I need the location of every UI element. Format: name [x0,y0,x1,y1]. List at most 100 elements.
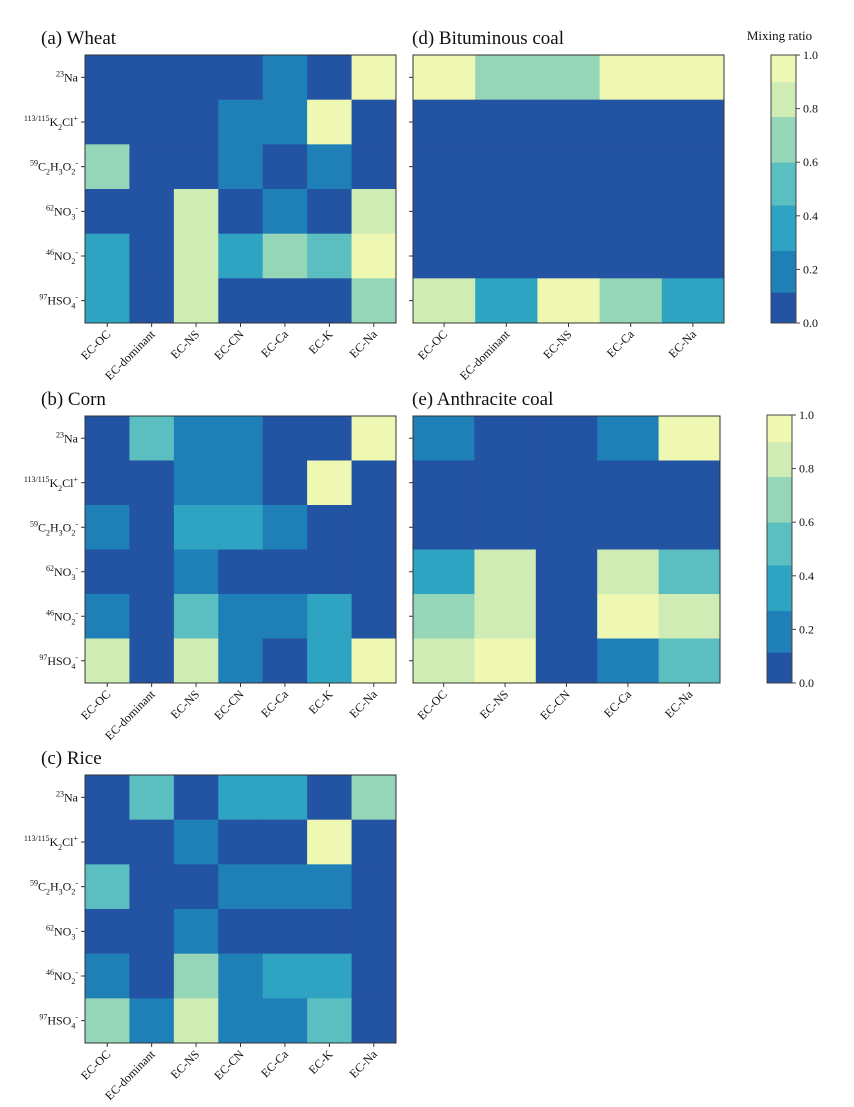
heatmap-cell [262,594,308,639]
y-tick-label: 59C2​H3​O2​-​ [30,519,78,537]
colorbar-tick-label: 0.2 [799,622,814,636]
heatmap-cell [173,909,219,955]
colorbar-frame [766,414,793,684]
x-tick-label: EC-Ca [604,327,637,360]
heatmap-panel-a: (a) Wheat 23Na 113/115K2​Cl+​ 59C2​H3​O2​-​… [24,28,397,383]
heatmap-cell [307,638,352,684]
heatmap-cell [262,549,308,595]
colorbar-bin [771,205,796,252]
heatmap-cell [597,416,659,461]
colorbar-bin [771,292,796,324]
heatmap-cell [173,55,219,101]
heatmap-cell [218,909,264,955]
x-tick-label: EC-CN [211,1047,247,1083]
x-tick-label: EC-Ca [258,327,291,360]
y-tick-label: 46NO2​-​ [46,248,78,266]
heatmap-cell [129,189,175,235]
colorbar-tick-label: 0.4 [799,569,814,583]
heatmap-cell [85,775,130,821]
colorbar-tick-label: 0.2 [803,262,818,276]
heatmap-cell [173,278,219,324]
heatmap-cell [262,998,308,1044]
heatmap-cell [218,55,264,101]
heatmap-cell [599,189,663,235]
heatmap-cell [413,233,476,279]
heatmap-cell [475,99,538,145]
x-tick-label: EC-NS [540,327,574,361]
heatmap-cell [351,819,397,865]
y-tick-label: 62NO3​-​ [46,923,78,941]
heatmap-cell [129,460,175,506]
heatmap-cell [597,460,659,506]
x-tick-label: EC-Ca [258,1047,291,1080]
heatmap-cell [307,416,352,461]
heatmap-cell [351,998,397,1044]
heatmap-cell [85,189,130,235]
heatmap-cell [262,233,308,279]
heatmap-cell [474,549,537,595]
heatmap-panel-e: (e) Anthracite coal EC-OC EC-NS EC-CN EC-Ca E… [409,389,721,723]
colorbar-tick-label: 1.0 [799,408,814,422]
colorbar-1: Mixing ratio 0.0 0.2 0.4 0.6 0.8 1.0 [747,28,818,330]
x-tick-label: EC-OC [78,327,113,362]
x-tick-label: EC-NS [477,687,511,721]
heatmap-cell [307,189,352,235]
heatmap-cell [474,505,537,550]
heatmap-cell [218,549,264,595]
heatmap-cell [218,775,264,821]
panel-title: (d) Bituminous coal [412,28,564,49]
heatmap-cell [474,638,537,684]
heatmap-cell [597,505,659,550]
heatmap-cell [129,638,175,684]
heatmap-cell [475,278,538,324]
heatmap-cell [218,233,264,279]
heatmap-cell [351,953,397,999]
y-tick-label: 97HSO4​-​ [39,1013,78,1031]
colorbar-bin [767,610,792,653]
heatmap-cell [474,460,537,506]
heatmap-cell [129,819,175,865]
heatmap-cell [129,55,175,101]
heatmap-cell [351,594,397,639]
heatmap-cell [535,594,598,639]
heatmap-cell [262,416,308,461]
heatmap-cell [129,233,175,279]
heatmap-cell [173,505,219,550]
heatmap-cell [85,819,130,865]
heatmap-cell [262,775,308,821]
heatmap-cell [475,189,538,235]
heatmap-cell [351,189,397,235]
heatmap-cell [474,416,537,461]
heatmap-cell [597,594,659,639]
heatmap-cell [535,416,598,461]
colorbar-tick-label: 0.8 [803,102,818,116]
y-tick-label: 59C2​H3​O2​-​ [30,879,78,897]
heatmap-cell [307,278,352,324]
heatmap-cell [474,594,537,639]
heatmap-cell [129,278,175,324]
heatmap-cell [218,144,264,190]
heatmap-cell [413,594,475,639]
heatmap-cell [85,55,130,101]
heatmap-cell [307,953,352,999]
heatmap-cell [307,460,352,506]
heatmap-cell [661,189,725,235]
y-tick-label: 113/115K2​Cl+​ [24,114,79,132]
heatmap-cell [351,638,397,684]
y-tick-label: 59C2​H3​O2​-​ [30,159,78,177]
heatmap-cell [173,819,219,865]
heatmap-cell [307,549,352,595]
heatmap-cell [307,144,352,190]
colorbar-tick-label: 0.0 [799,676,814,690]
x-tick-label: EC-NS [168,327,202,361]
x-tick-label: EC-OC [78,1047,113,1082]
heatmap-cell [537,189,600,235]
heatmap-cell [173,99,219,145]
x-tick-label: EC-Na [662,687,696,721]
heatmap-cell [218,416,264,461]
heatmap-cell [173,775,219,821]
x-tick-label: EC-Ca [601,687,634,720]
heatmap-cell [307,99,352,145]
x-tick-label: EC-CN [211,687,247,723]
